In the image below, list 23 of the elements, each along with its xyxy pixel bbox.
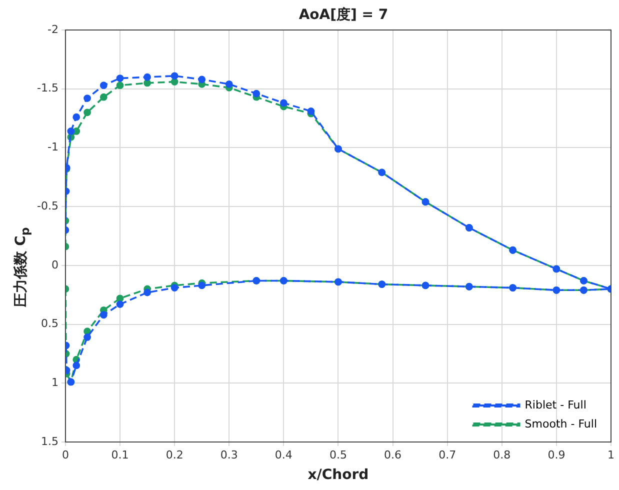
chart-title: AoA[度] = 7 [298,6,390,24]
x-tick-label: 0.4 [274,448,292,462]
x-tick-label: 0.6 [384,448,402,462]
x-tick-label: 0.2 [166,448,184,462]
x-tick-label: 0.7 [438,448,456,462]
y-tick-label: 1 [51,376,58,389]
x-tick-label: 0.3 [220,448,238,462]
y-tick-label: 1.5 [40,434,58,448]
x-tick-label: 0 [62,448,69,462]
legend-label: Riblet - Full [524,398,586,412]
y-tick-label: -2 [47,22,58,36]
y-tick-label: 0 [51,258,58,272]
x-tick-label: 0.9 [548,448,566,462]
x-tick-label: 0.1 [111,448,129,462]
y-tick-label: -1 [47,140,58,154]
legend-label: Smooth - Full [524,417,598,430]
x-tick-label: 0.8 [493,448,511,462]
y-tick-label: 0.5 [40,317,58,330]
x-tick-label: 0.5 [329,448,347,462]
y-tick-label: -1.5 [36,82,58,95]
x-axis-title: x/Chord [308,467,369,484]
x-tick-label: 1 [608,448,614,462]
y-tick-label: -0.5 [36,199,58,212]
